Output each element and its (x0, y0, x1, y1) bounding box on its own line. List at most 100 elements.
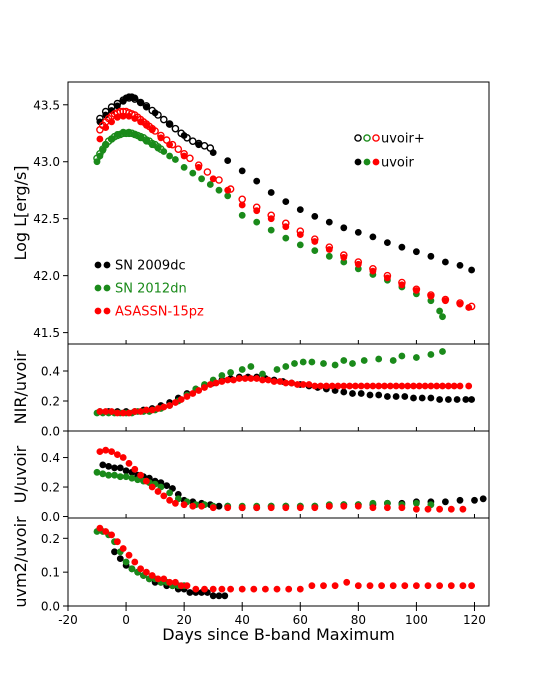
point-asassn-15pz (308, 582, 316, 590)
point-sn-2012dn (282, 234, 290, 242)
point-sn-2009dc (224, 157, 232, 164)
point-sn-2009dc-uvoir-plus (159, 115, 168, 124)
point-asassn-15pz (456, 300, 464, 308)
point-asassn-15pz (276, 378, 284, 385)
point-sn-2009dc-uvoir-plus (171, 124, 180, 133)
point-asassn-15pz (354, 502, 362, 510)
point-asassn-15pz (119, 454, 127, 461)
point-asassn-15pz (398, 281, 406, 289)
point-sn-2012dn (224, 192, 232, 200)
point-asassn-15pz (102, 446, 110, 454)
point-sn-2012dn (389, 357, 397, 364)
point-asassn-15pz (238, 585, 246, 593)
point-sn-2009dc (468, 266, 475, 274)
point-sn-2009dc (221, 592, 229, 600)
point-asassn-15pz (218, 378, 226, 385)
point-asassn-15pz (340, 502, 348, 510)
point-asassn-15pz (282, 223, 290, 231)
point-sn-2009dc (398, 243, 406, 251)
x-tick-label: 40 (235, 613, 250, 627)
point-asassn-15pz (375, 382, 383, 390)
point-asassn-15pz (427, 292, 435, 300)
point-asassn-15pz (436, 582, 443, 590)
point-sn-2009dc (441, 258, 449, 266)
point-sn-2009dc (357, 390, 365, 397)
point-asassn-15pz (148, 126, 156, 134)
point-sn-2012dn (102, 141, 110, 149)
point-asassn-15pz (96, 408, 104, 415)
point-asassn-15pz (459, 505, 467, 513)
point-sn-2012dn (325, 252, 333, 260)
point-asassn-15pz (160, 492, 168, 500)
point-asassn-15pz (311, 238, 319, 245)
point-sn-2009dc (456, 496, 464, 504)
panel-log-l-erg-s: 41.5 42.0 42.5 43.0 43.5 Log L[erg/s] (11, 81, 490, 345)
legend-style-marker (372, 158, 380, 166)
point-asassn-15pz (183, 393, 191, 400)
point-asassn-15pz (209, 175, 217, 183)
x-tick-label: -20 (58, 613, 78, 627)
point-asassn-15pz (180, 152, 188, 160)
point-sn-2012dn (154, 144, 162, 152)
point-asassn-15pz (166, 141, 173, 149)
point-asassn-15pz (282, 379, 290, 387)
point-sn-2012dn (296, 241, 304, 249)
point-asassn-15pz (325, 502, 333, 510)
legend-objects: SN 2009dc SN 2012dn ASASSN-15pz (94, 259, 204, 320)
point-asassn-15pz (357, 382, 365, 390)
point-asassn-15pz (259, 376, 266, 384)
point-asassn-15pz (253, 207, 261, 215)
point-sn-2009dc (137, 99, 144, 106)
point-asassn-15pz (108, 118, 115, 126)
point-sn-2012dn (99, 470, 107, 478)
point-sn-2012dn (171, 156, 179, 163)
point-asassn-15pz (346, 382, 353, 390)
legend-label-asassn-15pz: ASASSN-15pz (115, 305, 204, 320)
point-sn-2009dc (427, 394, 435, 402)
point-sn-2012dn (412, 354, 420, 361)
point-asassn-15pz (238, 504, 246, 512)
point-asassn-15pz (296, 504, 304, 512)
point-asassn-15pz (224, 186, 232, 194)
point-sn-2012dn (125, 128, 133, 136)
point-asassn-15pz (198, 502, 205, 510)
point-sn-2009dc (116, 555, 124, 562)
y-axis-label: Log L[erg/s] (11, 165, 30, 260)
point-asassn-15pz (322, 382, 330, 390)
point-sn-2009dc (116, 464, 124, 472)
point-asassn-15pz (114, 451, 121, 458)
point-asassn-15pz (183, 582, 191, 590)
point-asassn-15pz (148, 483, 156, 491)
point-asassn-15pz (334, 382, 342, 390)
point-sn-2012dn (349, 360, 356, 367)
point-asassn-15pz (125, 551, 133, 559)
point-sn-2009dc (468, 396, 475, 403)
point-sn-2012dn (93, 158, 101, 166)
point-sn-2012dn (259, 370, 266, 378)
point-asassn-15pz (340, 253, 348, 261)
point-asassn-15pz (412, 505, 420, 513)
point-sn-2012dn (160, 148, 168, 155)
point-asassn-15pz (212, 379, 220, 387)
point-asassn-15pz (218, 585, 226, 593)
point-asassn-15pz (177, 396, 185, 403)
point-sn-2009dc (349, 390, 356, 397)
point-sn-2012dn (111, 471, 118, 479)
point-sn-2012dn (427, 351, 435, 358)
point-asassn-15pz (125, 112, 133, 120)
point-sn-2009dc (436, 396, 443, 403)
point-asassn-15pz-uvoir-plus (186, 154, 194, 163)
point-asassn-15pz (171, 399, 179, 406)
point-asassn-15pz-uvoir-plus (238, 195, 246, 204)
point-sn-2012dn (128, 565, 136, 573)
point-asassn-15pz (412, 582, 420, 590)
point-asassn-15pz (305, 381, 313, 388)
point-sn-2009dc (392, 393, 400, 400)
point-asassn-15pz-uvoir-plus (203, 168, 212, 176)
point-sn-2012dn (166, 152, 173, 160)
legend-marker-sn-2012dn (103, 284, 111, 292)
point-asassn-15pz (247, 375, 255, 382)
point-sn-2009dc (282, 198, 290, 205)
panel-frame (67, 517, 490, 607)
point-sn-2009dc (209, 592, 217, 600)
